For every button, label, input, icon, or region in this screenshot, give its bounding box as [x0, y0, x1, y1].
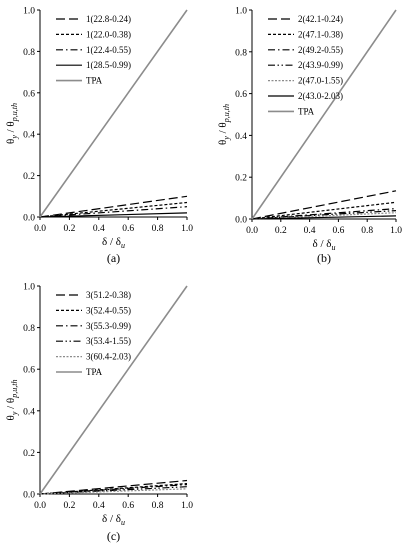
x-tick-label: 1.0	[181, 501, 193, 511]
panel-caption: (a)	[107, 251, 120, 265]
legend-entry: 2(42.1-0.24)	[298, 14, 343, 24]
series-line-5	[39, 9, 188, 218]
y-tick-label: 0.8	[23, 48, 35, 58]
y-tick-label: 0.2	[235, 174, 247, 184]
x-tick-label: 0.8	[152, 224, 164, 234]
y-tick-label: 1.0	[235, 7, 247, 17]
y-tick-label: 0.0	[23, 214, 35, 224]
legend-entry: 2(49.2-0.55)	[298, 45, 343, 55]
x-tick-label: 0.4	[304, 226, 316, 236]
y-axis-label: θy / θp,u,th	[5, 103, 19, 144]
x-tick-label: 0.0	[34, 501, 46, 511]
x-tick-label: 0.8	[152, 501, 164, 511]
legend-entry: 3(55.3-0.99)	[86, 321, 131, 331]
chart-panel-3: 0.0 0.2 0.4 0.6 0.8 1.0 0.0 0.2 0.4 0.6 0.8 1.0 3(51…	[5, 283, 193, 544]
x-tick-label: 0.0	[246, 226, 258, 236]
legend-entry: 1(22.8-0.24)	[86, 14, 131, 24]
legend-entry: 3(52.4-0.55)	[86, 305, 131, 315]
series-line-1	[251, 190, 397, 220]
y-axis-label: θy / θp,u,th	[5, 380, 19, 421]
series-line-2	[39, 483, 188, 495]
legend-entry: 2(47.0-1.55)	[298, 76, 343, 86]
x-tick-label: 0.6	[332, 226, 344, 236]
x-tick-label: 0.4	[93, 224, 105, 234]
series-line-3	[251, 208, 397, 220]
y-tick-label: 0.0	[235, 216, 247, 226]
y-tick-label: 0.2	[23, 172, 35, 182]
y-tick-label: 0.6	[235, 90, 247, 100]
y-tick-label: 0.6	[23, 89, 35, 99]
panel-caption: (c)	[107, 529, 120, 543]
x-tick-label: 0.2	[275, 226, 287, 236]
series-line-2	[251, 201, 397, 220]
series-line-1	[39, 479, 188, 495]
legend-entry: 2(43.9-0.99)	[298, 60, 343, 70]
y-tick-label: 0.6	[23, 366, 35, 376]
x-tick-label: 1.0	[181, 224, 193, 234]
legend-entry: 2(47.1-0.38)	[298, 29, 343, 39]
series-line-3	[39, 206, 188, 218]
series-line-3	[39, 484, 188, 495]
y-tick-label: 0.4	[23, 131, 35, 141]
y-tick-label: 0.2	[23, 449, 35, 459]
legend-entry: 3(53.4-1.55)	[86, 336, 131, 346]
y-tick-label: 0.4	[235, 132, 247, 142]
y-tick-label: 0.8	[23, 324, 35, 334]
legend-entry: 1(22.0-0.38)	[86, 29, 131, 39]
series-line-4	[39, 486, 188, 495]
series-line-7	[251, 9, 397, 220]
y-tick-label: 1.0	[23, 283, 35, 293]
x-tick-label: 0.2	[63, 224, 75, 234]
series-line-1	[39, 195, 188, 218]
series-line-6	[39, 285, 188, 495]
x-tick-label: 0.8	[361, 226, 373, 236]
x-axis-label: δ / δu	[313, 238, 336, 252]
series-line-4	[39, 212, 188, 218]
y-tick-label: 0.8	[235, 48, 247, 58]
legend-entry: 3(51.2-0.38)	[86, 290, 131, 300]
x-axis-label: δ / δu	[102, 513, 125, 527]
series-line-5	[251, 212, 397, 220]
legend-entry: TPA	[86, 76, 103, 86]
series-line-4	[251, 210, 397, 220]
y-tick-label: 0.0	[23, 491, 35, 501]
series-line-6	[251, 215, 397, 220]
x-tick-label: 1.0	[390, 226, 402, 236]
y-axis-label: θy / θp,u,th	[217, 104, 231, 145]
x-tick-label: 0.6	[122, 501, 134, 511]
x-tick-label: 0.2	[63, 501, 75, 511]
series-line-5	[39, 488, 188, 495]
panel-caption: (b)	[317, 251, 331, 265]
chart-panel-1: 0.0 0.2 0.4 0.6 0.8 1.0 0.0 0.2 0.4 0.6 0.8 1.0 1(22…	[5, 7, 193, 266]
y-tick-label: 1.0	[23, 7, 35, 17]
x-tick-label: 0.4	[93, 501, 105, 511]
legend-entry: 3(60.4-2.03)	[86, 352, 131, 362]
chart-panel-2: 0.0 0.2 0.4 0.6 0.8 1.0 0.0 0.2 0.4 0.6 0.8 1.0 2(42…	[217, 7, 402, 266]
x-axis-label: δ / δu	[102, 236, 125, 250]
legend-entry: 1(28.5-0.99)	[86, 60, 131, 70]
legend-entry: TPA	[298, 106, 315, 116]
legend-entry: 1(22.4-0.55)	[86, 45, 131, 55]
legend-entry: TPA	[86, 367, 103, 377]
x-tick-label: 0.0	[34, 224, 46, 234]
y-tick-label: 0.4	[23, 407, 35, 417]
x-tick-label: 0.6	[122, 224, 134, 234]
legend-entry: 2(43.0-2.03)	[298, 91, 343, 101]
